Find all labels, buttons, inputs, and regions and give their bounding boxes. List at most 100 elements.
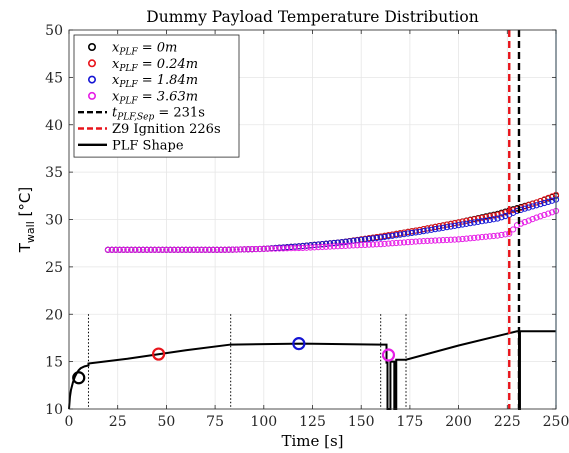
series-point [447,236,454,243]
legend-label-sub: PLF [118,64,138,74]
series-point [545,210,552,217]
series-layer [104,191,560,253]
series-point [155,246,162,253]
legend-symbol [88,59,97,68]
series-point [463,235,470,242]
y-tick-label: 20 [45,307,63,323]
series-point [342,238,349,245]
legend-entry-x024: xPLF = 0.24m [88,57,198,74]
series-point [108,246,115,253]
series-point [443,236,451,244]
series-point [502,212,509,220]
series-point [241,246,248,253]
series-point [346,238,353,245]
series-point [482,233,489,240]
series-point [467,220,474,227]
legend-label-main: x [112,73,120,88]
series-point [167,246,174,253]
series-point [498,214,505,221]
series-point [471,219,478,226]
x-tick-label: 200 [445,414,472,430]
series-point [116,246,123,253]
y-tick-label: 10 [45,402,63,418]
series-point [190,246,197,253]
y-axis-label-unit: [°C] [16,187,34,221]
y-tick-label: 50 [45,23,63,39]
legend-label-sub: PLF,Sep [116,113,154,123]
series-point [482,213,489,221]
location-marker-x024 [152,347,166,361]
legend-label-main: t [112,106,118,121]
series-point [502,231,509,238]
series-point [299,244,306,252]
legend-label: xPLF = 3.63m [112,89,198,106]
x-tick-label: 225 [494,414,521,430]
series-point [124,246,131,253]
legend-label-main: Z9 Ignition 226s [112,122,221,137]
series-point [474,218,482,225]
series-point [439,237,447,244]
series-point [159,246,166,253]
series-point [264,245,271,252]
series-point [432,237,439,244]
series-point [104,246,112,253]
series-point [443,224,451,231]
series-point [459,221,466,228]
series-point [393,239,400,247]
series-point [381,233,388,241]
series-point [307,244,314,251]
series-point [147,246,154,253]
series-point [194,246,201,253]
series-point [249,246,256,253]
series-point [549,197,556,204]
series-point [529,200,536,207]
series-point [174,246,182,253]
series-point [338,242,345,250]
series-point [455,222,462,229]
y-tick-label: 35 [45,165,63,181]
legend-label: Z9 Ignition 226s [112,122,221,137]
series-point [229,246,236,253]
legend-symbol [88,75,97,84]
legend-label-value: = 0m [138,41,178,56]
series-point [490,216,497,223]
legend-label-main: x [112,57,120,72]
x-tick-label: 125 [299,414,326,430]
legend-entry-tsep: tPLF,Sep = 231s [78,106,205,123]
series-point [326,243,334,250]
legend-entry-x363: xPLF = 3.63m [88,89,198,106]
x-tick-label: 0 [65,414,74,430]
series-point [471,234,478,241]
series-point [533,214,540,221]
series-point [354,242,361,249]
series-point [439,224,447,231]
series-point [225,246,232,253]
legend-label: tPLF,Sep = 231s [112,106,205,123]
series-point [171,246,178,253]
series-point [186,246,193,253]
series-point [533,202,540,209]
series-point [182,246,189,253]
legend-label-value: = 1.84m [138,73,198,88]
legend-entry-x184: xPLF = 1.84m [88,73,198,90]
series-point [245,246,252,253]
series-point [377,241,384,248]
series-point [549,209,556,216]
series-point [432,226,439,233]
series-point [541,211,548,219]
series-point [498,231,505,239]
legend-entry-plf: PLF Shape [78,138,184,153]
series-point [346,242,353,249]
series-point [412,229,419,236]
plf-shape-layer [68,330,556,410]
series-point [436,225,443,232]
legend-label-main: x [112,89,120,104]
series-point [521,219,528,226]
series-point [510,226,517,233]
series-point [342,242,349,249]
series-point [385,233,392,240]
series-point [408,238,415,245]
series-point [420,228,427,235]
